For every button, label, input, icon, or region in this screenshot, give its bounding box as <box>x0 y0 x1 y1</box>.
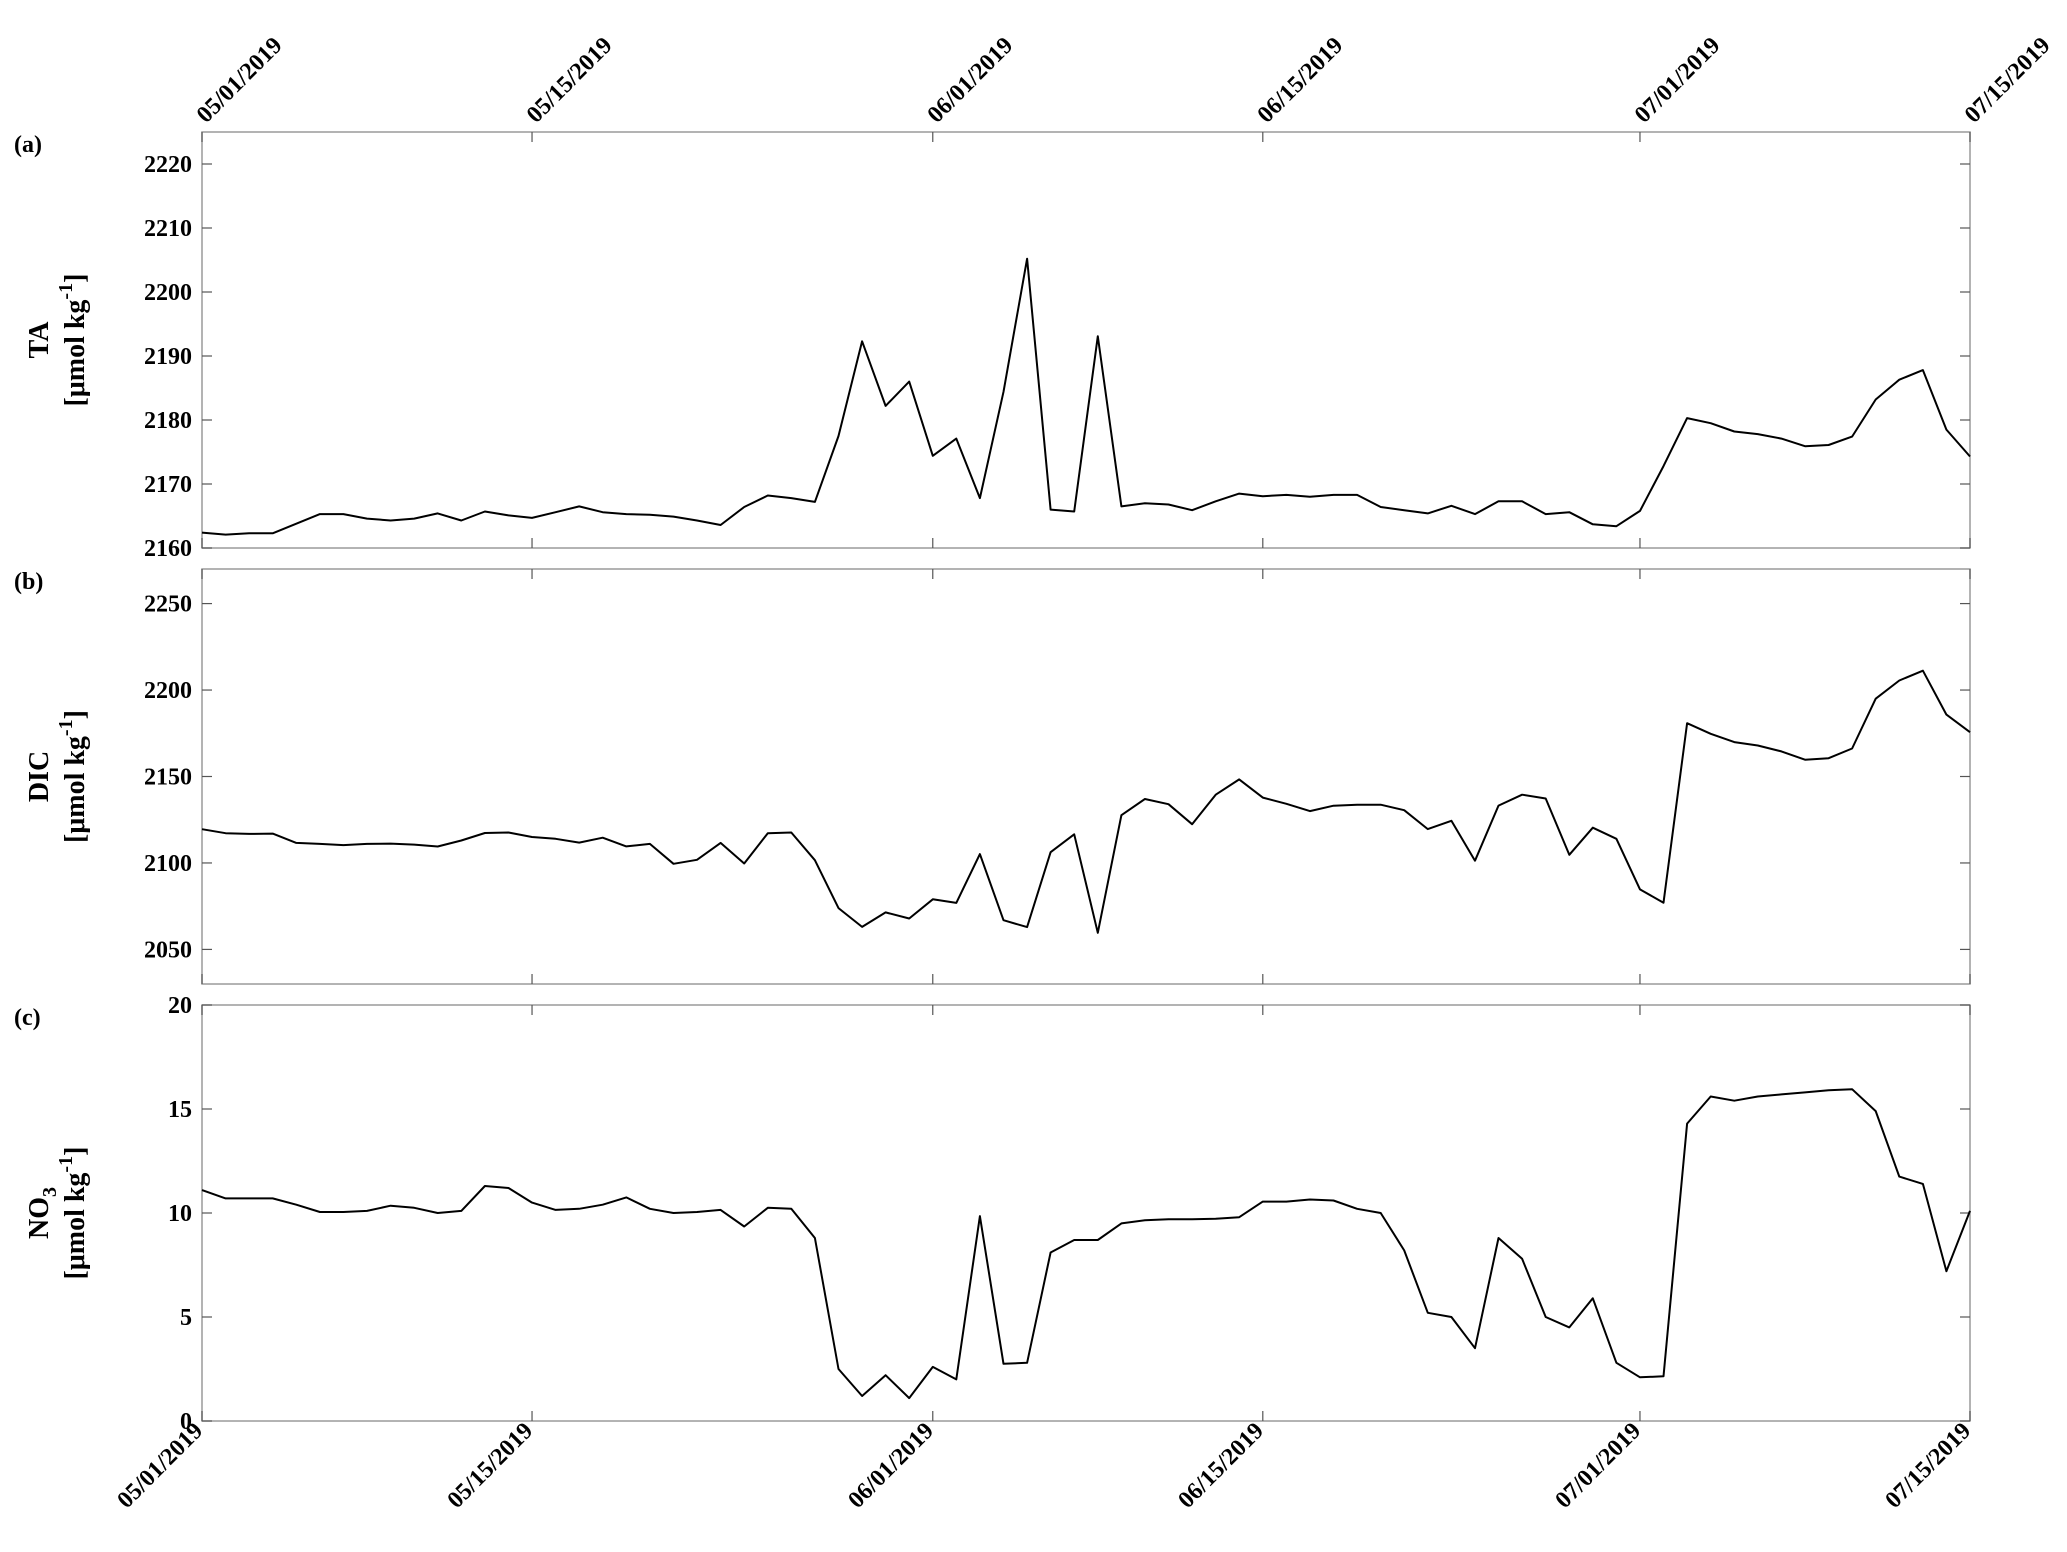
y-tick-label: 10 <box>168 1201 192 1227</box>
plot-frame <box>201 1004 1971 1422</box>
y-tick-label: 2160 <box>144 536 192 562</box>
x-tick-label-bottom: 06/15/2019 <box>1173 1418 1269 1514</box>
y-axis-label-unit: [μmol kg-1] <box>55 274 91 407</box>
panel-label: (c) <box>14 1005 41 1031</box>
y-label-close: ] <box>60 1147 91 1156</box>
x-tick-label-top: 05/01/2019 <box>192 33 288 129</box>
y-axis-label: TA [μmol kg-1] <box>24 274 91 407</box>
x-tick-label-bottom: 05/15/2019 <box>443 1418 539 1514</box>
x-tick-label-top: 06/15/2019 <box>1253 33 1349 129</box>
y-label-subscript: 3 <box>39 1187 61 1197</box>
panel-label: (a) <box>14 132 42 158</box>
plot-frame <box>201 131 1971 549</box>
y-label-superscript: -1 <box>55 719 77 736</box>
series-line <box>201 1088 1971 1400</box>
y-tick-label: 2180 <box>144 408 192 434</box>
x-tick-label-top: 07/01/2019 <box>1630 33 1726 129</box>
y-label-main: DIC <box>24 751 55 802</box>
panel-c-no3: 0 5 10 15 20 (c) NO3 [μmol kg-1] <box>14 993 1971 1435</box>
series-line <box>201 669 1971 934</box>
x-tick-label-top: 07/15/2019 <box>1960 33 2056 129</box>
y-tick-label: 2220 <box>144 152 192 178</box>
x-tick-label-bottom: 06/01/2019 <box>843 1418 939 1514</box>
y-axis-label-unit: [μmol kg-1] <box>55 710 91 843</box>
y-label-close: ] <box>60 710 91 719</box>
y-label-close: ] <box>60 274 91 283</box>
panel-label: (b) <box>14 569 43 595</box>
series-line <box>201 257 1971 536</box>
panel-b-dic: 2050 2100 2150 2200 2250 (b) DIC [μmol kg-1] <box>14 568 1971 985</box>
y-tick-label: 2170 <box>144 472 192 498</box>
top-date-axis: 05/01/2019 05/15/2019 06/01/2019 06/15/2019… <box>192 33 2056 129</box>
y-label-unit: [μmol kg <box>60 1173 91 1280</box>
y-tick-label: 20 <box>168 993 192 1019</box>
y-tick-label: 2200 <box>144 678 192 704</box>
plot-frame <box>201 568 1971 985</box>
x-tick-label-bottom: 05/01/2019 <box>113 1418 209 1514</box>
y-label-unit: [μmol kg <box>60 300 91 407</box>
y-tick-label: 2210 <box>144 216 192 242</box>
x-tick-label-bottom: 07/15/2019 <box>1881 1418 1977 1514</box>
y-tick-label: 2190 <box>144 344 192 370</box>
y-tick-label: 5 <box>180 1305 192 1331</box>
y-tick-label: 2050 <box>144 937 192 963</box>
y-axis-label-name: DIC <box>24 751 55 802</box>
y-tick-label: 2250 <box>144 592 192 618</box>
bottom-date-axis: 05/01/2019 05/15/2019 06/01/2019 06/15/2019… <box>113 1418 1977 1514</box>
y-label-main: NO <box>24 1197 55 1239</box>
x-tick-label-top: 06/01/2019 <box>923 33 1019 129</box>
y-tick-label: 15 <box>168 1097 192 1123</box>
panel-a-ta: 2160 2170 2180 2190 2200 2210 2220 (a) TA [μmol k… <box>14 131 1971 562</box>
y-tick-label: 2100 <box>144 851 192 877</box>
y-tick-label: 2150 <box>144 765 192 791</box>
y-axis-label-name: TA <box>24 321 55 359</box>
y-label-main: TA <box>24 321 55 359</box>
y-axis-label-unit: [μmol kg-1] <box>55 1147 91 1280</box>
y-label-superscript: -1 <box>55 1156 77 1173</box>
y-label-superscript: -1 <box>55 283 77 300</box>
y-axis-label: NO3 [μmol kg-1] <box>24 1147 91 1280</box>
y-axis-label-name: NO3 <box>24 1187 61 1239</box>
x-tick-label-top: 05/15/2019 <box>522 33 618 129</box>
y-axis-label: DIC [μmol kg-1] <box>24 710 91 843</box>
y-tick-label: 0 <box>180 1409 192 1435</box>
y-label-unit: [μmol kg <box>60 736 91 843</box>
y-tick-label: 2200 <box>144 280 192 306</box>
x-tick-label-bottom: 07/01/2019 <box>1551 1418 1647 1514</box>
